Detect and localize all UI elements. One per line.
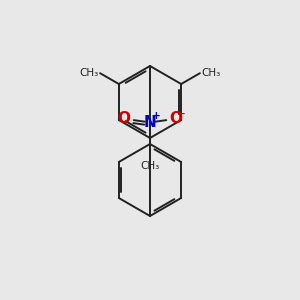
Text: CH₃: CH₃	[201, 68, 220, 78]
Text: O: O	[169, 111, 182, 126]
Text: N: N	[144, 115, 156, 130]
Text: CH₃: CH₃	[80, 68, 99, 78]
Text: CH₃: CH₃	[140, 161, 160, 171]
Text: O: O	[118, 111, 131, 126]
Text: +: +	[152, 111, 160, 121]
Text: −: −	[177, 109, 186, 119]
